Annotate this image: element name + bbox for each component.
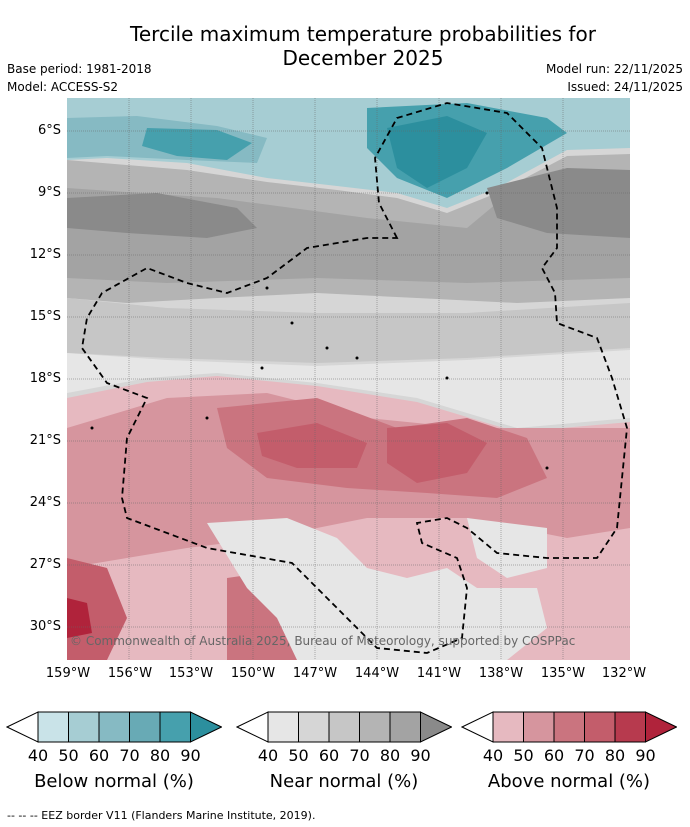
near-normal-darkest-right: [487, 168, 630, 238]
lon-label: 156°W: [107, 666, 153, 681]
legend-tick-label: 90: [635, 746, 656, 765]
legend-tick-label: 60: [318, 746, 340, 765]
near-normal-east-patch: [467, 518, 547, 578]
legend-swatch: [614, 711, 646, 743]
graticule: [67, 98, 630, 660]
legend-high-arrow: [190, 711, 222, 743]
legend-swatch: [37, 711, 69, 743]
legend-below-colorbar: [6, 711, 222, 743]
map-svg: [67, 98, 630, 660]
legend-tick-label: 50: [58, 746, 79, 765]
below-normal-darkest: [387, 116, 487, 188]
legend-swatch: [328, 711, 360, 743]
lon-label: 138°W: [478, 666, 524, 681]
model-run: Model run: 22/11/2025: [545, 62, 683, 76]
legend-tick-label: 80: [149, 746, 171, 765]
lat-label: 24°S: [29, 495, 61, 510]
legend-tick-label: 80: [379, 746, 401, 765]
title-line-2: December 2025: [282, 46, 444, 70]
model-name: Model: ACCESS-S2: [7, 80, 119, 94]
legend-high-arrow: [420, 711, 452, 743]
above-normal-80-a: [257, 423, 367, 468]
legend-swatch: [553, 711, 585, 743]
lat-label: 18°S: [29, 371, 61, 386]
legend-swatch: [98, 711, 130, 743]
legend-swatch: [389, 711, 421, 743]
legend-above-title: Above normal (%): [487, 771, 651, 792]
legend-low-arrow: [461, 711, 494, 743]
legend-below-normal: 40 50 60 70 80 90 Below normal (%): [6, 710, 222, 796]
legend-tick-label: 40: [257, 746, 279, 765]
legend-tick-label: 90: [410, 746, 431, 765]
map-title: Tercile maximum temperature probabilitie…: [0, 22, 690, 70]
legend-high-arrow: [645, 711, 677, 743]
title-line-1: Tercile maximum temperature probabilitie…: [130, 22, 596, 46]
legend-near-title: Near normal (%): [269, 771, 419, 792]
eez-footnote: -- -- -- EEZ border V11 (Flanders Marine…: [7, 809, 316, 822]
issued-date: Issued: 24/11/2025: [567, 80, 683, 94]
legend-tick-label: 40: [27, 746, 49, 765]
legend-tick-label: 70: [349, 746, 370, 765]
near-normal-darkest-left: [67, 193, 257, 238]
legend-swatch: [267, 711, 299, 743]
base-period: Base period: 1981-2018: [7, 62, 152, 76]
meta-left: Base period: 1981-2018 Model: ACCESS-S2: [7, 60, 152, 96]
legend-tick-label: 50: [513, 746, 534, 765]
lat-label: 9°S: [37, 185, 61, 200]
lon-label: 141°W: [416, 666, 462, 681]
legend-below-title: Below normal (%): [34, 771, 194, 792]
meta-right: Model run: 22/11/2025 Issued: 24/11/2025: [546, 60, 683, 96]
legend-swatch: [523, 711, 555, 743]
legend-tick-label: 50: [288, 746, 309, 765]
legend-tick-label: 40: [482, 746, 504, 765]
probability-map: [67, 98, 630, 660]
legend-tick-label: 70: [119, 746, 140, 765]
legend-tick-label: 90: [180, 746, 201, 765]
legend-tick-label: 70: [574, 746, 595, 765]
legend-low-arrow: [236, 711, 269, 743]
legend-tick-label: 60: [88, 746, 110, 765]
lon-label: 159°W: [45, 666, 91, 681]
legend-swatch: [159, 711, 191, 743]
lat-label: 21°S: [29, 433, 61, 448]
legend-swatch: [298, 711, 330, 743]
below-normal-core-left: [142, 128, 252, 160]
legend-tick-label: 80: [604, 746, 626, 765]
legend-near-normal: 40 50 60 70 80 90 Near normal (%): [236, 710, 452, 796]
islands: [90, 191, 549, 470]
legend-swatch: [492, 711, 524, 743]
above-normal-90: [67, 598, 92, 638]
lat-label: 6°S: [37, 123, 61, 138]
legend-above-normal: 40 50 60 70 80 90 Above normal (%): [461, 710, 677, 796]
lon-label: 132°W: [601, 666, 647, 681]
legend-swatch: [129, 711, 161, 743]
lat-label: 15°S: [29, 309, 61, 324]
legend-low-arrow: [6, 711, 39, 743]
lat-label: 12°S: [29, 247, 61, 262]
lon-label: 135°W: [540, 666, 586, 681]
legend-above-colorbar: [461, 711, 677, 743]
lon-label: 144°W: [354, 666, 400, 681]
lon-label: 153°W: [168, 666, 214, 681]
copyright-credit: © Commonwealth of Australia 2025, Bureau…: [70, 634, 576, 648]
above-normal-80-b: [387, 423, 487, 483]
near-normal-light-band: [67, 298, 630, 363]
legend-tick-label: 60: [543, 746, 565, 765]
near-normal-lightest-band: [67, 350, 630, 428]
legend-swatch: [359, 711, 391, 743]
legend-swatch: [68, 711, 100, 743]
lat-label: 30°S: [29, 619, 61, 634]
lat-label: 27°S: [29, 557, 61, 572]
lon-label: 147°W: [292, 666, 338, 681]
legend-near-colorbar: [236, 711, 452, 743]
eez-border: [81, 102, 628, 654]
lon-label: 150°W: [230, 666, 276, 681]
legend-swatch: [584, 711, 616, 743]
